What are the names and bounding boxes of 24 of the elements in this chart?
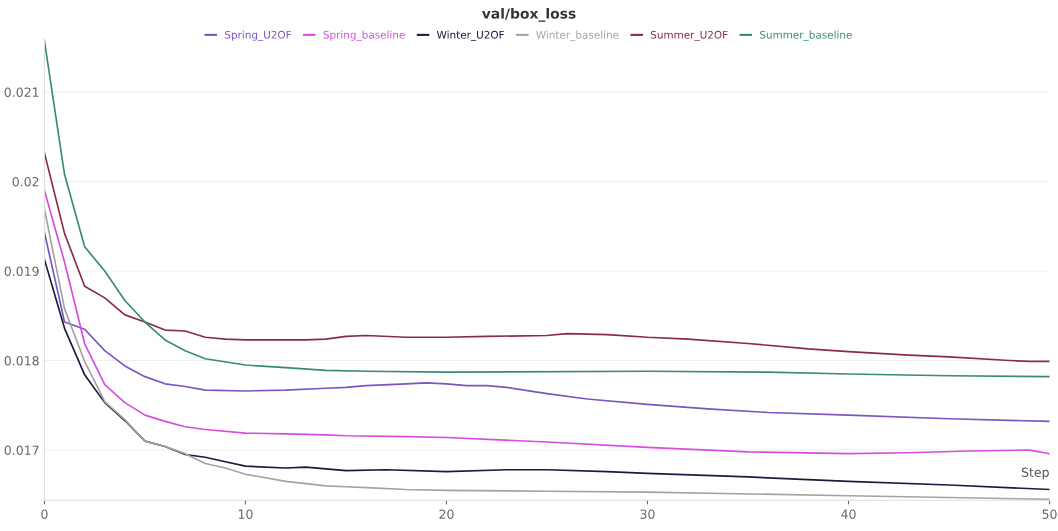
- y-tick-label: 0.017: [4, 445, 39, 455]
- x-tick-label: 10: [238, 509, 253, 519]
- legend-label: Winter_U2OF: [436, 30, 504, 41]
- y-tick-label: 0.018: [4, 356, 39, 366]
- line-series: [44, 189, 1050, 455]
- chart-title: val/box_loss: [481, 7, 576, 22]
- x-tick-label: 20: [439, 509, 454, 519]
- y-tick-label: 0.02: [12, 176, 39, 187]
- line-series: [44, 40, 1050, 378]
- y-tick-label: 0.019: [4, 266, 39, 276]
- x-tick-label: 0: [41, 509, 48, 519]
- line-series: [44, 151, 1050, 363]
- legend-label: Summer_baseline: [760, 30, 852, 41]
- x-tick-label: 50: [1042, 509, 1057, 519]
- line-series: [44, 231, 1050, 423]
- legend-label: Winter_baseline: [536, 30, 619, 41]
- x-tick-label: 40: [841, 509, 856, 519]
- legend-label: Summer_U2OF: [650, 30, 728, 41]
- x-axis-title: Step: [1021, 467, 1049, 480]
- y-tick-label: 0.021: [4, 87, 39, 97]
- legend-label: Spring_U2OF: [225, 30, 292, 41]
- legend-label: Spring_baseline: [323, 30, 405, 41]
- line-series: [44, 258, 1050, 491]
- x-tick-label: 30: [640, 509, 655, 519]
